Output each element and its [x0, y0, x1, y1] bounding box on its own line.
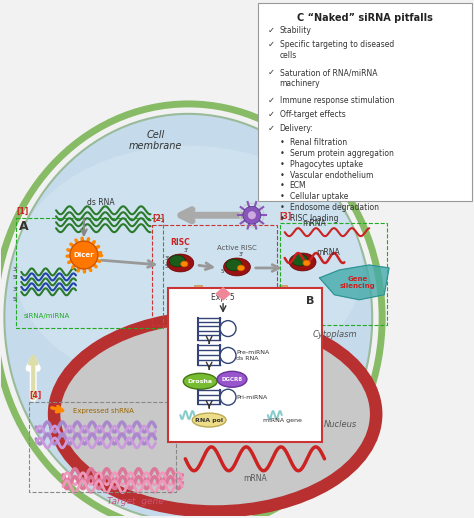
FancyBboxPatch shape — [258, 3, 472, 202]
Text: Cytoplasm: Cytoplasm — [313, 330, 357, 339]
Text: Delivery:: Delivery: — [280, 124, 314, 133]
Ellipse shape — [292, 254, 308, 266]
Text: •: • — [280, 170, 284, 180]
Text: 3': 3' — [12, 267, 18, 272]
Ellipse shape — [54, 316, 376, 511]
Text: Saturation of RNA/miRNA
machinery: Saturation of RNA/miRNA machinery — [280, 68, 377, 88]
Text: Immune response stimulation: Immune response stimulation — [280, 96, 394, 105]
Ellipse shape — [167, 254, 194, 272]
Text: 5': 5' — [12, 297, 18, 303]
Ellipse shape — [289, 253, 316, 271]
Text: Expressed shRNA: Expressed shRNA — [73, 408, 134, 414]
Ellipse shape — [303, 260, 310, 266]
Text: 5': 5' — [12, 276, 18, 280]
Text: miRNA gene: miRNA gene — [263, 418, 302, 423]
Text: mRNA: mRNA — [303, 219, 327, 228]
Circle shape — [70, 241, 98, 269]
Text: 3': 3' — [164, 256, 169, 261]
Text: Specific targeting to diseased
cells: Specific targeting to diseased cells — [280, 40, 394, 61]
Ellipse shape — [226, 259, 242, 271]
Text: Target  gene: Target gene — [107, 497, 164, 506]
Text: Cellular uptake: Cellular uptake — [290, 192, 348, 202]
Ellipse shape — [192, 413, 226, 427]
Text: [2]: [2] — [153, 214, 165, 223]
Text: Gene
silencing: Gene silencing — [339, 277, 375, 290]
Ellipse shape — [224, 258, 250, 276]
Text: ✓: ✓ — [268, 110, 275, 119]
Polygon shape — [319, 265, 389, 300]
Text: Serum protein aggregation: Serum protein aggregation — [290, 149, 393, 157]
Text: ✓: ✓ — [268, 96, 275, 105]
Ellipse shape — [217, 371, 247, 387]
Text: •: • — [280, 192, 284, 202]
Text: B: B — [306, 296, 315, 306]
Text: [4]: [4] — [29, 391, 41, 400]
Text: •: • — [280, 204, 284, 212]
Text: Nucleus: Nucleus — [324, 420, 357, 428]
Text: RISC: RISC — [171, 238, 190, 247]
Text: mRNA: mRNA — [317, 248, 340, 256]
Circle shape — [220, 348, 236, 364]
Text: DGCR8: DGCR8 — [221, 377, 243, 382]
Circle shape — [220, 389, 236, 405]
Text: [3]: [3] — [280, 212, 292, 221]
Text: ECM: ECM — [290, 181, 306, 191]
Text: 3': 3' — [183, 248, 188, 253]
Text: Pri-miRNA: Pri-miRNA — [236, 395, 267, 400]
FancyArrow shape — [279, 285, 287, 414]
Text: Off-target effects: Off-target effects — [280, 110, 346, 119]
Ellipse shape — [4, 114, 372, 518]
Circle shape — [243, 206, 261, 224]
Text: Endosome degradation: Endosome degradation — [290, 204, 379, 212]
Text: RISC loading: RISC loading — [290, 214, 338, 223]
Text: A: A — [19, 220, 29, 233]
Text: Exp. 5: Exp. 5 — [211, 293, 235, 302]
Text: ✓: ✓ — [268, 26, 275, 35]
Text: RNA pol: RNA pol — [195, 418, 223, 423]
Text: siRNA/miRNA: siRNA/miRNA — [23, 313, 70, 319]
Text: •: • — [280, 138, 284, 147]
Circle shape — [292, 161, 311, 180]
Text: Dicer: Dicer — [73, 252, 94, 258]
Text: 3': 3' — [12, 287, 18, 292]
Text: ds RNA: ds RNA — [87, 198, 115, 207]
Circle shape — [297, 166, 306, 175]
Circle shape — [248, 211, 256, 219]
Text: Renal filtration: Renal filtration — [290, 138, 347, 147]
Text: Active RISC: Active RISC — [217, 245, 257, 251]
Text: Vascular endothelium: Vascular endothelium — [290, 170, 373, 180]
Ellipse shape — [183, 373, 217, 389]
Text: mRNA: mRNA — [243, 474, 267, 483]
Text: Stability: Stability — [280, 26, 311, 35]
Text: 5': 5' — [164, 264, 169, 269]
Text: •: • — [280, 149, 284, 157]
Text: •: • — [280, 181, 284, 191]
Text: •: • — [280, 214, 284, 223]
Text: Cell
membrane: Cell membrane — [129, 130, 182, 151]
Ellipse shape — [14, 146, 362, 390]
Text: 3': 3' — [239, 252, 244, 257]
Text: Phagocytes uptake: Phagocytes uptake — [290, 160, 363, 168]
Text: Drosha: Drosha — [188, 379, 213, 384]
Polygon shape — [216, 288, 230, 300]
Text: C “Naked” siRNA pitfalls: C “Naked” siRNA pitfalls — [297, 13, 433, 23]
Ellipse shape — [181, 261, 188, 267]
Text: 5': 5' — [220, 269, 225, 274]
Text: •: • — [280, 160, 284, 168]
Ellipse shape — [169, 255, 185, 267]
FancyBboxPatch shape — [168, 288, 322, 442]
Text: ✓: ✓ — [268, 40, 275, 49]
Text: ✓: ✓ — [268, 68, 275, 77]
Text: [1]: [1] — [16, 207, 28, 216]
FancyArrow shape — [194, 285, 202, 414]
Ellipse shape — [237, 265, 245, 271]
Text: ✓: ✓ — [268, 124, 275, 133]
Text: Pre-miRNA
ds RNA: Pre-miRNA ds RNA — [236, 350, 269, 361]
Circle shape — [220, 321, 236, 337]
